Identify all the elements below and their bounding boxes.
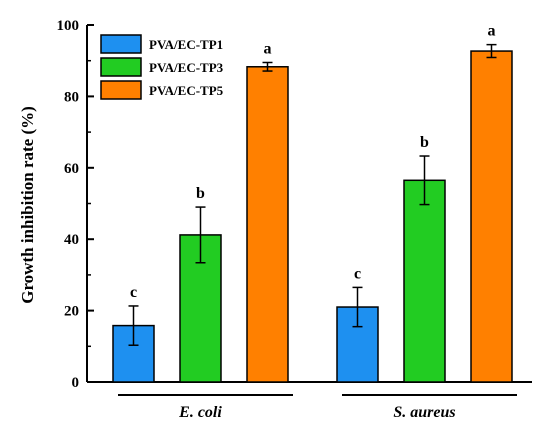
legend-swatch	[100, 57, 142, 77]
significance-label: b	[420, 134, 429, 151]
bars: c b a c b a	[112, 23, 513, 383]
y-tick-label: 40	[64, 232, 79, 248]
bar-2-2	[403, 179, 446, 383]
x-tick-label: E. coli	[178, 404, 222, 421]
bar-3-1	[246, 66, 289, 383]
x-tick-label: S. aureus	[393, 404, 455, 421]
y-tick-label: 20	[64, 304, 79, 320]
legend-swatch	[100, 80, 142, 100]
y-tick-label: 100	[57, 18, 80, 34]
legend-label: PVA/EC-TP5	[149, 83, 224, 98]
y-tick-label: 60	[64, 161, 79, 177]
legend-label: PVA/EC-TP1	[149, 37, 223, 52]
y-axis-label: Growth inhibition rate (%)	[18, 106, 37, 304]
legend: PVA/EC-TP1 PVA/EC-TP3 PVA/EC-TP5	[100, 34, 224, 100]
legend-label: PVA/EC-TP3	[149, 60, 224, 75]
significance-label: c	[354, 265, 361, 282]
y-tick-label: 0	[72, 375, 80, 391]
significance-label: a	[488, 23, 496, 40]
axes: 0 20 40 60 80 100 E. coli S. aureus	[57, 18, 532, 421]
y-tick-label: 80	[64, 89, 79, 105]
legend-swatch	[100, 34, 142, 54]
significance-label: c	[130, 284, 137, 301]
significance-label: b	[196, 185, 205, 202]
significance-label: a	[264, 40, 272, 57]
bar-3-2	[470, 50, 513, 383]
